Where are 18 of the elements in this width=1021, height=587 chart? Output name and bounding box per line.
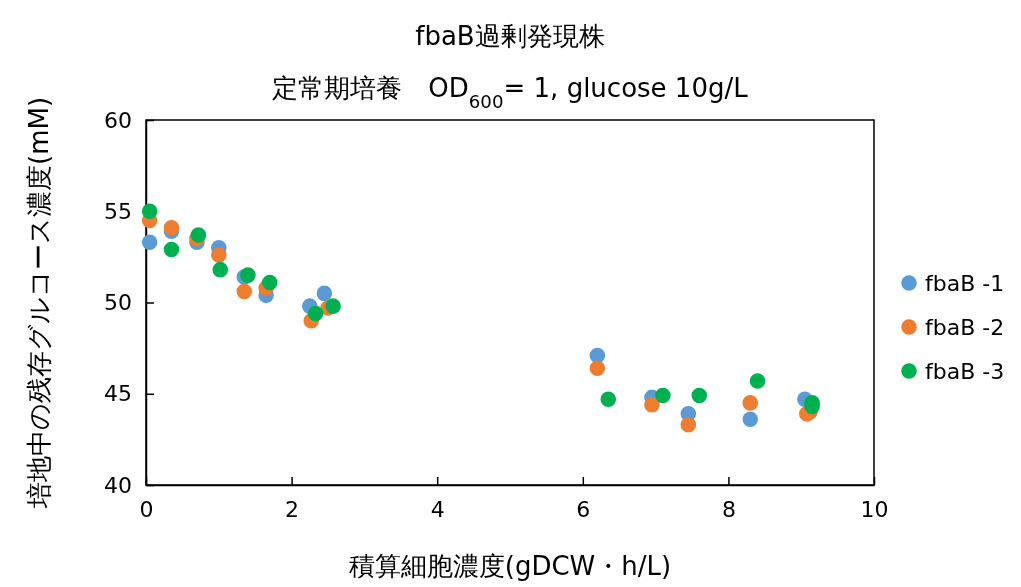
x-tick-label: 8 — [721, 496, 736, 522]
x-tick-label: 6 — [576, 496, 591, 522]
x-tick-label: 4 — [430, 496, 445, 522]
x-axis-title: 積算細胞濃度(gDCW・h/L) — [348, 551, 672, 581]
y-axis-title: 培地中の残存グルコース濃度(mM) — [24, 96, 54, 510]
legend-label: fbaB -3 — [925, 359, 1005, 384]
y-tick-label: 55 — [104, 198, 132, 224]
y-tick-label: 50 — [104, 290, 132, 316]
y-tick-label: 40 — [104, 472, 132, 498]
x-tick-label: 0 — [139, 496, 154, 522]
x-tick-label: 2 — [285, 496, 300, 522]
x-tick-label: 10 — [860, 496, 889, 522]
y-tick-label: 45 — [104, 381, 132, 407]
legend-label: fbaB -1 — [925, 271, 1005, 296]
legend-label: fbaB -2 — [925, 315, 1005, 340]
chart-title: fbaB過剰発現株 — [415, 21, 605, 51]
y-tick-label: 60 — [104, 107, 132, 133]
chart-subtitle: 定常期培養 OD$_{600}$= 1, glucose 10g/L — [272, 73, 749, 112]
